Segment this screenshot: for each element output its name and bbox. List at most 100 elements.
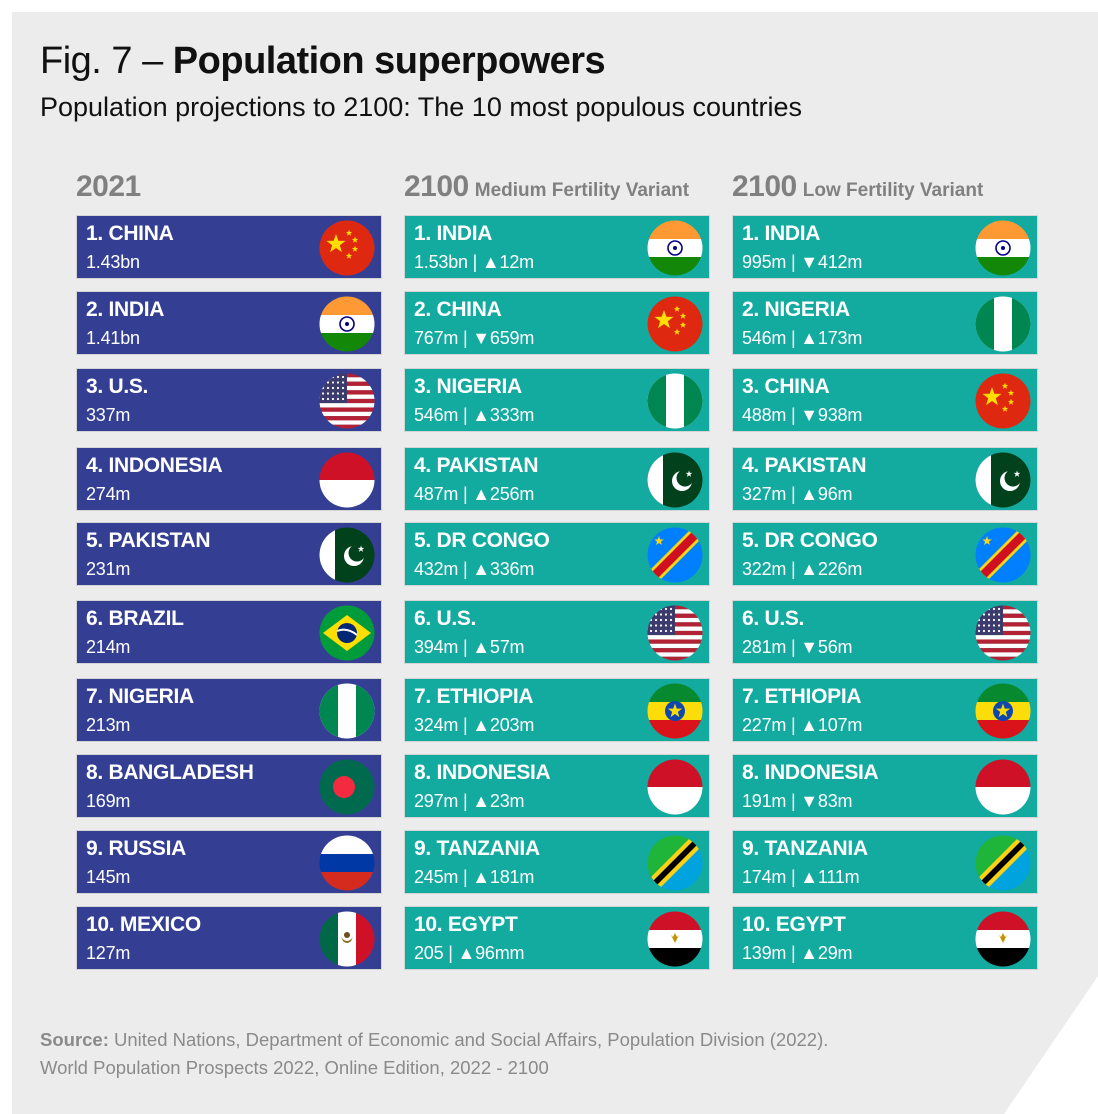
country-rank-name: 7. ETHIOPIA (742, 685, 862, 708)
country-rank-name: 2. CHINA (414, 298, 502, 321)
indonesia-flag-icon (647, 759, 703, 815)
column-year: 2021 (76, 170, 141, 203)
country-population-value: 1.41bn (86, 328, 140, 348)
country-card: 2. NIGERIA 546m | ▲173m (732, 291, 1038, 355)
drcongo-flag-icon (975, 527, 1031, 583)
pakistan-flag-icon (647, 452, 703, 508)
country-population-value: 322m | ▲226m (742, 559, 863, 579)
country-card: 6. BRAZIL 214m (76, 600, 382, 664)
country-card: 10. EGYPT 139m | ▲29m (732, 906, 1038, 970)
nigeria-flag-icon (975, 296, 1031, 352)
country-card: 3. NIGERIA 546m | ▲333m (404, 368, 710, 432)
country-card: 4. PAKISTAN 487m | ▲256m (404, 447, 710, 511)
egypt-flag-icon (647, 911, 703, 967)
source-label: Source: (40, 1029, 109, 1050)
country-population-value: 324m | ▲203m (414, 715, 535, 735)
country-population-value: 1.43bn (86, 252, 140, 272)
country-population-value: 127m (86, 943, 131, 963)
country-population-value: 169m (86, 791, 131, 811)
country-population-value: 274m (86, 484, 131, 504)
country-card: 1. INDIA 995m | ▼412m (732, 215, 1038, 279)
country-rank-name: 6. BRAZIL (86, 607, 184, 630)
column-header-low: 2100 Low Fertility Variant (732, 170, 983, 204)
column-year: 2100 (404, 170, 469, 203)
column-header-2021: 2021 (76, 170, 141, 204)
country-rank-name: 1. INDIA (414, 222, 493, 245)
country-card: 4. PAKISTAN 327m | ▲96m (732, 447, 1038, 511)
country-population-value: 394m | ▲57m (414, 637, 525, 657)
ethiopia-flag-icon (647, 683, 703, 739)
country-rank-name: 9. RUSSIA (86, 837, 186, 860)
country-rank-name: 4. PAKISTAN (414, 454, 539, 477)
india-flag-icon (319, 296, 375, 352)
country-population-value: 145m (86, 867, 131, 887)
country-rank-name: 3. CHINA (742, 375, 830, 398)
column-variant: Low Fertility Variant (802, 180, 984, 201)
column-header-medium: 2100 Medium Fertility Variant (404, 170, 689, 204)
country-rank-name: 1. CHINA (86, 222, 174, 245)
russia-flag-icon (319, 835, 375, 891)
country-rank-name: 5. DR CONGO (414, 529, 550, 552)
country-card: 2. CHINA 767m | ▼659m (404, 291, 710, 355)
column-variant: Medium Fertility Variant (474, 180, 690, 201)
country-population-value: 487m | ▲256m (414, 484, 535, 504)
usa-flag-icon (647, 605, 703, 661)
source-note: Source: United Nations, Department of Ec… (40, 1026, 828, 1082)
country-card: 10. MEXICO 127m (76, 906, 382, 970)
country-population-value: 546m | ▲173m (742, 328, 863, 348)
country-population-value: 432m | ▲336m (414, 559, 535, 579)
country-card: 6. U.S. 394m | ▲57m (404, 600, 710, 664)
egypt-flag-icon (975, 911, 1031, 967)
country-population-value: 231m (86, 559, 131, 579)
country-rank-name: 8. BANGLADESH (86, 761, 254, 784)
mexico-flag-icon (319, 911, 375, 967)
nigeria-flag-icon (319, 683, 375, 739)
title-main: Population superpowers (172, 40, 606, 82)
country-population-value: 174m | ▲111m (742, 867, 860, 887)
country-rank-name: 10. MEXICO (86, 913, 201, 936)
country-card: 5. PAKISTAN 231m (76, 522, 382, 586)
country-population-value: 767m | ▼659m (414, 328, 535, 348)
country-rank-name: 10. EGYPT (742, 913, 846, 936)
country-card: 9. TANZANIA 245m | ▲181m (404, 830, 710, 894)
country-rank-name: 4. INDONESIA (86, 454, 223, 477)
pakistan-flag-icon (975, 452, 1031, 508)
country-card: 5. DR CONGO 322m | ▲226m (732, 522, 1038, 586)
country-card: 2. INDIA 1.41bn (76, 291, 382, 355)
country-population-value: 139m | ▲29m (742, 943, 853, 963)
tanzania-flag-icon (975, 835, 1031, 891)
country-rank-name: 6. U.S. (414, 607, 477, 630)
country-card: 7. NIGERIA 213m (76, 678, 382, 742)
country-card: 7. ETHIOPIA 227m | ▲107m (732, 678, 1038, 742)
country-card: 9. RUSSIA 145m (76, 830, 382, 894)
country-population-value: 213m (86, 715, 131, 735)
india-flag-icon (975, 220, 1031, 276)
pakistan-flag-icon (319, 527, 375, 583)
brazil-flag-icon (319, 605, 375, 661)
country-rank-name: 2. NIGERIA (742, 298, 850, 321)
nigeria-flag-icon (647, 373, 703, 429)
country-population-value: 1.53bn | ▲12m (414, 252, 534, 272)
country-rank-name: 10. EGYPT (414, 913, 518, 936)
country-population-value: 546m | ▲333m (414, 405, 535, 425)
page-title: Fig. 7 – Population superpowers (40, 40, 606, 83)
country-population-value: 227m | ▲107m (742, 715, 863, 735)
country-card: 5. DR CONGO 432m | ▲336m (404, 522, 710, 586)
usa-flag-icon (975, 605, 1031, 661)
country-card: 7. ETHIOPIA 324m | ▲203m (404, 678, 710, 742)
bangladesh-flag-icon (319, 759, 375, 815)
country-card: 10. EGYPT 205 | ▲96mm (404, 906, 710, 970)
country-population-value: 191m | ▼83m (742, 791, 853, 811)
ethiopia-flag-icon (975, 683, 1031, 739)
country-card: 9. TANZANIA 174m | ▲111m (732, 830, 1038, 894)
china-flag-icon (319, 220, 375, 276)
country-population-value: 995m | ▼412m (742, 252, 863, 272)
source-line-1: United Nations, Department of Economic a… (108, 1029, 829, 1050)
country-population-value: 488m | ▼938m (742, 405, 863, 425)
country-population-value: 327m | ▲96m (742, 484, 853, 504)
country-population-value: 205 | ▲96mm (414, 943, 525, 963)
country-rank-name: 7. NIGERIA (86, 685, 194, 708)
tanzania-flag-icon (647, 835, 703, 891)
country-rank-name: 9. TANZANIA (414, 837, 540, 860)
